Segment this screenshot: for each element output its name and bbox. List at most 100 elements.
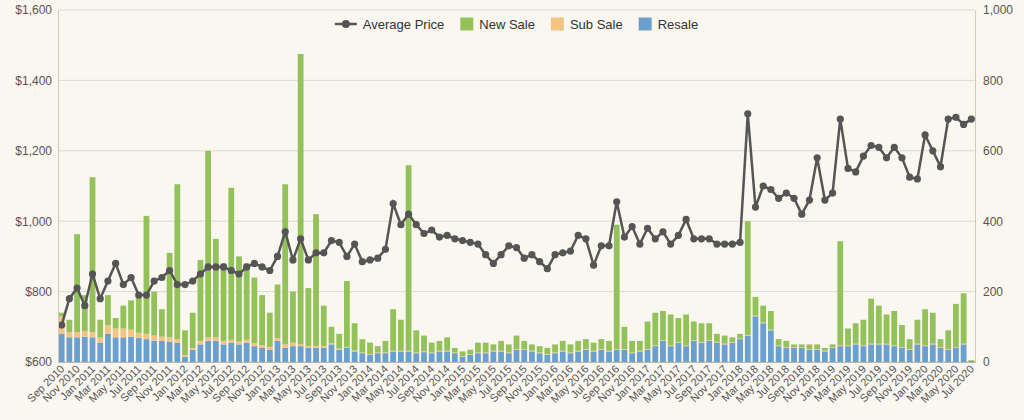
legend-label: New Sale xyxy=(479,17,535,32)
bar xyxy=(244,340,250,343)
bar xyxy=(514,350,520,362)
marker xyxy=(243,263,250,270)
bar xyxy=(614,350,620,362)
bar xyxy=(968,360,974,361)
marker xyxy=(305,256,312,263)
marker xyxy=(181,281,188,288)
tick-label: 400 xyxy=(983,215,1003,229)
bar xyxy=(228,188,234,340)
bar xyxy=(583,339,589,349)
legend-symbol xyxy=(551,18,564,31)
bar xyxy=(82,331,88,336)
bar xyxy=(398,320,404,351)
bar xyxy=(945,350,951,362)
bar xyxy=(113,337,119,362)
bar xyxy=(699,323,705,342)
marker xyxy=(767,186,774,193)
bar xyxy=(198,344,204,362)
marker xyxy=(844,165,851,172)
marker xyxy=(536,258,543,265)
marker xyxy=(544,265,551,272)
bar xyxy=(267,313,273,347)
bar xyxy=(961,293,967,343)
bar xyxy=(745,336,751,362)
bar xyxy=(82,337,88,362)
bar xyxy=(236,256,242,341)
bar xyxy=(105,295,111,325)
bar xyxy=(444,337,450,350)
marker xyxy=(760,182,767,189)
tick-label: 600 xyxy=(983,144,1003,158)
bar xyxy=(167,253,173,337)
marker xyxy=(212,263,219,270)
bar xyxy=(637,341,643,351)
bar xyxy=(336,334,342,349)
bar xyxy=(290,346,296,362)
marker xyxy=(73,284,80,291)
legend-symbol xyxy=(460,18,473,31)
tick: 600 xyxy=(975,144,1003,158)
bar xyxy=(452,353,458,362)
marker xyxy=(390,200,397,207)
tick: $800 xyxy=(25,285,58,299)
bar xyxy=(899,325,905,347)
bar xyxy=(282,184,288,344)
bar xyxy=(930,344,936,362)
bar xyxy=(313,346,319,348)
line xyxy=(62,114,972,325)
tick: 200 xyxy=(975,285,1003,299)
tick-label: $600 xyxy=(25,355,52,369)
marker xyxy=(266,267,273,274)
bar xyxy=(776,339,782,345)
bar xyxy=(437,341,443,351)
bar xyxy=(236,342,242,345)
marker xyxy=(482,251,489,258)
marker xyxy=(937,163,944,170)
bar xyxy=(706,341,712,362)
bar xyxy=(136,295,142,333)
marker xyxy=(336,239,343,246)
bar xyxy=(236,344,242,362)
marker xyxy=(790,195,797,202)
bar xyxy=(884,344,890,362)
bar xyxy=(891,311,897,345)
bar xyxy=(66,337,72,362)
marker xyxy=(868,142,875,149)
bar xyxy=(174,184,180,339)
bar xyxy=(660,311,666,340)
bar xyxy=(74,234,80,332)
bar xyxy=(922,309,928,345)
marker xyxy=(567,248,574,255)
bar xyxy=(151,341,157,362)
marker xyxy=(320,249,327,256)
bar xyxy=(120,337,126,362)
bar xyxy=(961,344,967,362)
bar xyxy=(321,346,327,348)
bar xyxy=(429,343,435,353)
marker xyxy=(258,263,265,270)
bar xyxy=(506,344,512,352)
bar xyxy=(552,344,558,352)
bar xyxy=(313,348,319,362)
bar xyxy=(830,348,836,362)
bar xyxy=(128,330,134,337)
marker xyxy=(351,240,358,247)
bar xyxy=(652,313,658,346)
bar xyxy=(953,304,959,347)
bar xyxy=(383,341,389,353)
marker xyxy=(513,244,520,251)
bar xyxy=(429,353,435,362)
marker xyxy=(405,211,412,218)
bar xyxy=(537,353,543,362)
marker xyxy=(374,255,381,262)
legend-symbol xyxy=(342,20,350,28)
bar xyxy=(568,344,574,352)
bar xyxy=(490,344,496,350)
marker xyxy=(166,267,173,274)
bar xyxy=(760,306,766,323)
marker xyxy=(451,235,458,242)
bar xyxy=(622,350,628,362)
bar xyxy=(483,353,489,362)
bar xyxy=(837,346,843,362)
bar xyxy=(691,322,697,341)
